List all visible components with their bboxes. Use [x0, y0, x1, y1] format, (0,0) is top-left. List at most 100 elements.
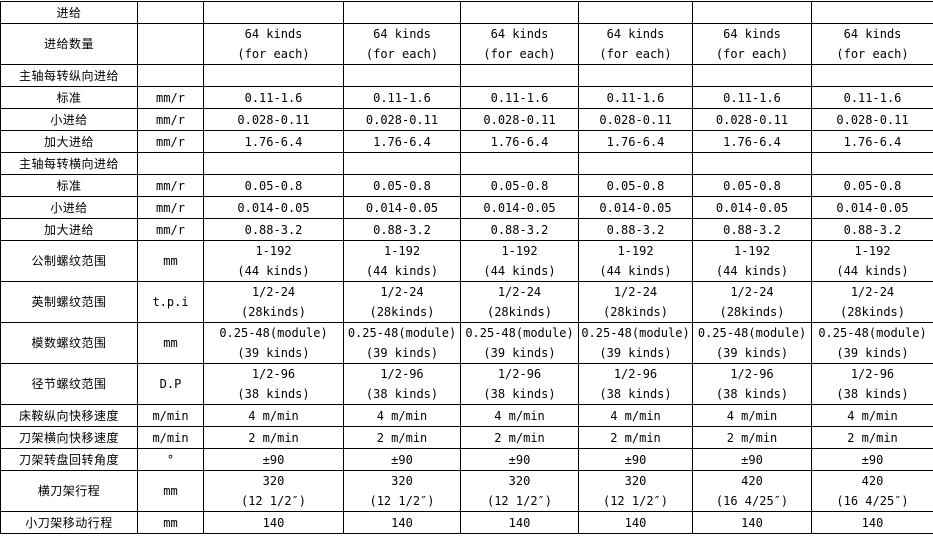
value-cell: [460, 64, 579, 87]
value-cell: 0.88-3.2: [811, 218, 933, 241]
value-cell: 2 m/min: [692, 426, 812, 449]
table-row: 刀架转盘回转角度 ° ±90 ±90 ±90 ±90 ±90 ±90: [0, 448, 933, 471]
value-cell: 0.014-0.05: [203, 196, 344, 219]
value-cell: [811, 152, 933, 175]
value-cell: ±90: [811, 448, 933, 471]
value-cell: 2 m/min: [460, 426, 579, 449]
unit-cell: mm/r: [137, 108, 204, 131]
unit-cell: mm: [137, 322, 204, 364]
value-cell: 64 kinds (for each): [692, 23, 812, 65]
value-cell: 0.028-0.11: [578, 108, 693, 131]
value-cell: 320 (12 1/2″): [203, 470, 344, 512]
unit-cell: mm: [137, 511, 204, 534]
unit-cell: mm: [137, 240, 204, 282]
value-cell: [811, 64, 933, 87]
value-cell: [343, 152, 461, 175]
table-row: 模数螺纹范围 mm 0.25-48(module) (39 kinds) 0.25-48…: [0, 322, 933, 364]
value-cell: 2 m/min: [811, 426, 933, 449]
row-label-cell: 模数螺纹范围: [0, 322, 138, 364]
row-label-cell: 进给数量: [0, 23, 138, 65]
value-cell: 0.028-0.11: [343, 108, 461, 131]
value-cell: 1.76-6.4: [460, 130, 579, 153]
table-row: 小进给 mm/r 0.028-0.11 0.028-0.11 0.028-0.11 0.0…: [0, 108, 933, 131]
table-row: 主轴每转横向进给: [0, 152, 933, 175]
unit-cell: mm/r: [137, 130, 204, 153]
value-cell: 0.05-0.8: [460, 174, 579, 197]
value-cell: 4 m/min: [460, 404, 579, 427]
value-cell: 140: [343, 511, 461, 534]
value-cell: 0.88-3.2: [460, 218, 579, 241]
value-cell: 1-192 (44 kinds): [578, 240, 693, 282]
value-cell: 64 kinds (for each): [578, 23, 693, 65]
value-cell: [578, 64, 693, 87]
table-row: 公制螺纹范围 mm 1-192 (44 kinds) 1-192 (44 kinds) 1-…: [0, 240, 933, 282]
value-cell: 0.88-3.2: [578, 218, 693, 241]
value-cell: 0.25-48(module) (39 kinds): [811, 322, 933, 364]
value-cell: [203, 64, 344, 87]
value-cell: 64 kinds (for each): [343, 23, 461, 65]
value-cell: 1/2-24 (28kinds): [692, 281, 812, 323]
value-cell: 0.05-0.8: [343, 174, 461, 197]
value-cell: 4 m/min: [203, 404, 344, 427]
value-cell: [203, 1, 344, 24]
value-cell: 0.11-1.6: [460, 86, 579, 109]
value-cell: 0.028-0.11: [203, 108, 344, 131]
table-row: 径节螺纹范围 D.P 1/2-96 (38 kinds) 1/2-96 (38 kinds…: [0, 363, 933, 405]
value-cell: 4 m/min: [811, 404, 933, 427]
row-label-cell: 标准: [0, 174, 138, 197]
value-cell: 0.25-48(module) (39 kinds): [692, 322, 812, 364]
value-cell: 0.11-1.6: [811, 86, 933, 109]
value-cell: 0.25-48(module) (39 kinds): [203, 322, 344, 364]
value-cell: 140: [692, 511, 812, 534]
value-cell: 2 m/min: [203, 426, 344, 449]
value-cell: 320 (12 1/2″): [578, 470, 693, 512]
value-cell: 140: [578, 511, 693, 534]
row-label-cell: 主轴每转横向进给: [0, 152, 138, 175]
unit-cell: [137, 64, 204, 87]
value-cell: 0.014-0.05: [811, 196, 933, 219]
value-cell: 1.76-6.4: [343, 130, 461, 153]
value-cell: 1.76-6.4: [203, 130, 344, 153]
value-cell: [460, 152, 579, 175]
value-cell: [578, 1, 693, 24]
value-cell: 1-192 (44 kinds): [460, 240, 579, 282]
value-cell: 0.014-0.05: [460, 196, 579, 219]
row-label-cell: 小进给: [0, 196, 138, 219]
value-cell: 1/2-24 (28kinds): [578, 281, 693, 323]
value-cell: 140: [460, 511, 579, 534]
table-row: 床鞍纵向快移速度 m/min 4 m/min 4 m/min 4 m/min 4 m/mi…: [0, 404, 933, 427]
unit-cell: mm: [137, 470, 204, 512]
value-cell: 64 kinds (for each): [811, 23, 933, 65]
value-cell: [692, 64, 812, 87]
table-row: 小进给 mm/r 0.014-0.05 0.014-0.05 0.014-0.05 0.0…: [0, 196, 933, 219]
unit-cell: m/min: [137, 426, 204, 449]
value-cell: 420 (16 4/25″): [811, 470, 933, 512]
value-cell: 0.11-1.6: [203, 86, 344, 109]
value-cell: 0.014-0.05: [692, 196, 812, 219]
value-cell: 64 kinds (for each): [460, 23, 579, 65]
value-cell: 140: [811, 511, 933, 534]
value-cell: 320 (12 1/2″): [460, 470, 579, 512]
row-label-cell: 标准: [0, 86, 138, 109]
value-cell: 1-192 (44 kinds): [343, 240, 461, 282]
value-cell: [343, 64, 461, 87]
row-label-cell: 横刀架行程: [0, 470, 138, 512]
table-row: 进给数量 64 kinds (for each) 64 kinds (for each)…: [0, 23, 933, 65]
row-label-cell: 刀架转盘回转角度: [0, 448, 138, 471]
value-cell: 320 (12 1/2″): [343, 470, 461, 512]
value-cell: 0.028-0.11: [811, 108, 933, 131]
unit-cell: [137, 1, 204, 24]
value-cell: 0.25-48(module) (39 kinds): [343, 322, 461, 364]
value-cell: 4 m/min: [578, 404, 693, 427]
value-cell: 0.05-0.8: [203, 174, 344, 197]
value-cell: [811, 1, 933, 24]
unit-cell: mm/r: [137, 196, 204, 219]
value-cell: 1/2-96 (38 kinds): [811, 363, 933, 405]
unit-cell: t.p.i: [137, 281, 204, 323]
value-cell: 2 m/min: [343, 426, 461, 449]
row-label-cell: 公制螺纹范围: [0, 240, 138, 282]
table-row: 英制螺纹范围 t.p.i 1/2-24 (28kinds) 1/2-24 (28kinds…: [0, 281, 933, 323]
value-cell: 1/2-96 (38 kinds): [203, 363, 344, 405]
value-cell: 1-192 (44 kinds): [811, 240, 933, 282]
value-cell: 1/2-96 (38 kinds): [343, 363, 461, 405]
